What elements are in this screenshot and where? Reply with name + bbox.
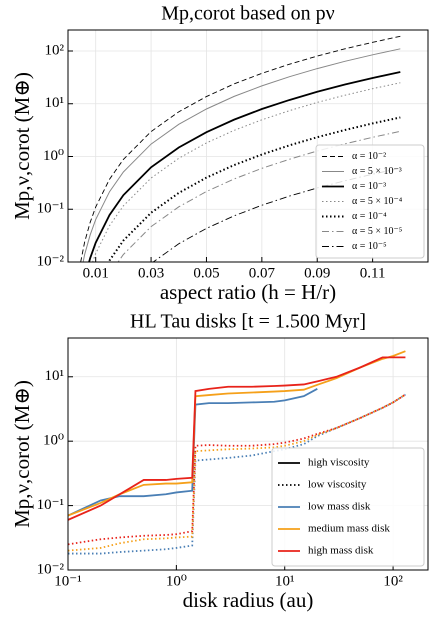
y-tick-label: 10⁻¹ — [37, 497, 64, 513]
y-tick-label: 10⁻² — [37, 561, 65, 577]
data-line — [88, 71, 401, 262]
y-tick-label: 10⁻¹ — [37, 201, 64, 217]
chart-title: Mp,corot based on pν — [161, 3, 334, 25]
data-line — [68, 393, 406, 552]
x-tick-label: 0.11 — [360, 265, 386, 281]
x-tick-label: 10⁻¹ — [54, 573, 81, 589]
x-tick-label: 10⁰ — [166, 573, 187, 589]
data-line — [92, 82, 401, 262]
chart: Mp,corot based on pν aspect ratio (h = H/… — [10, 3, 429, 304]
x-axis-label: disk radius (au) — [183, 588, 314, 612]
data-line — [117, 130, 401, 262]
legend-label: high mass disk — [308, 545, 374, 557]
legend-label: α = 5 × 10⁻⁵ — [352, 226, 402, 237]
legend-label: α = 5 × 10⁻³ — [352, 166, 402, 177]
legend-label: medium mass disk — [308, 523, 390, 535]
y-tick-label: 10¹ — [45, 368, 65, 384]
data-line — [68, 356, 406, 521]
legend-label: low mass disk — [308, 501, 371, 513]
y-tick-label: 10¹ — [45, 95, 65, 111]
legend: α = 10⁻² α = 5 × 10⁻³ α = 10⁻³ α = 5 × 10⁻⁴… — [315, 144, 425, 259]
legend: high viscosity low viscosity low mass disk… — [271, 447, 425, 567]
legend-label: α = 10⁻³ — [352, 181, 386, 192]
legend-box — [315, 144, 425, 259]
data-line — [80, 35, 401, 262]
y-tick-label: 10⁰ — [43, 433, 64, 449]
data-line — [82, 48, 401, 262]
chart-title: HL Tau disks [t = 1.500 Myr] — [130, 311, 366, 333]
data-line — [152, 167, 401, 262]
y-axis-label: Mp,ν,corot (M⊕) — [10, 72, 34, 220]
y-tick-label: 10⁻² — [37, 253, 65, 269]
legend-label: α = 10⁻² — [352, 151, 386, 162]
legend-label: high viscosity — [308, 457, 370, 469]
y-tick-label: 10⁰ — [43, 148, 64, 164]
legend-label: low viscosity — [308, 479, 367, 491]
y-tick-label: 10² — [45, 42, 65, 58]
x-tick-label: 0.03 — [138, 265, 164, 281]
x-tick-label: 0.01 — [83, 265, 109, 281]
x-tick-label: 0.05 — [193, 265, 219, 281]
plot-frame — [67, 337, 429, 571]
x-axis-label: aspect ratio (h = H/r) — [160, 280, 336, 304]
x-tick-label: 10¹ — [275, 573, 295, 589]
x-tick-label: 0.07 — [249, 265, 276, 281]
chart: HL Tau disks [t = 1.500 Myr] disk radius … — [10, 311, 429, 612]
plot-frame — [67, 29, 429, 263]
x-tick-label: 10² — [383, 573, 403, 589]
y-axis-label: Mp,ν,corot (M⊕) — [10, 380, 34, 528]
legend-label: α = 5 × 10⁻⁴ — [352, 196, 403, 207]
x-tick-label: 0.09 — [304, 265, 330, 281]
legend-label: α = 10⁻⁴ — [352, 211, 387, 222]
legend-label: α = 10⁻⁵ — [352, 241, 387, 252]
legend-box — [271, 447, 425, 567]
